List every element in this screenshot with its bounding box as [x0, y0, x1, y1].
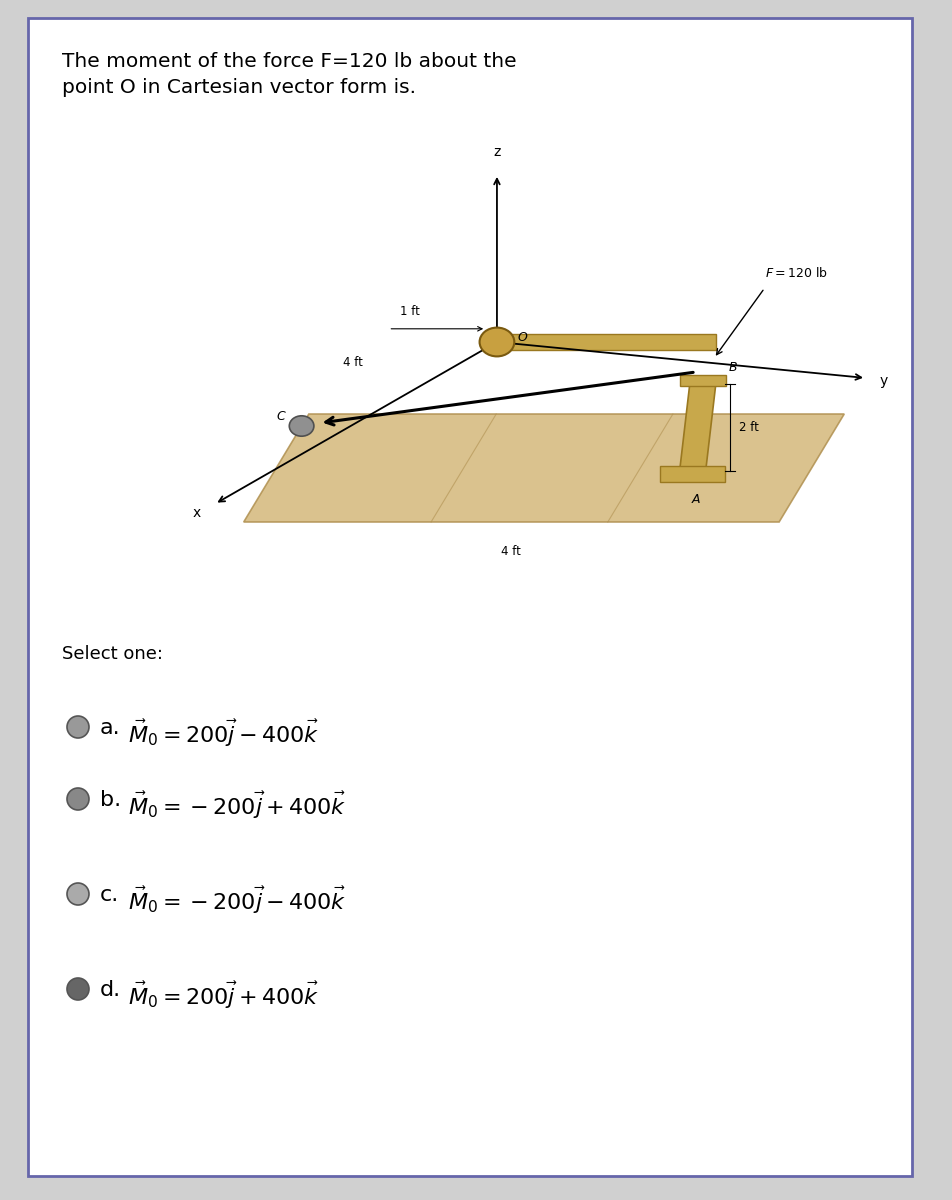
Text: $\vec{M}_0 = 200\vec{j} - 400\vec{k}$: $\vec{M}_0 = 200\vec{j} - 400\vec{k}$ [128, 718, 319, 749]
Circle shape [67, 883, 89, 905]
Text: O: O [517, 331, 527, 343]
Circle shape [67, 716, 89, 738]
Text: The moment of the force F=120 lb about the: The moment of the force F=120 lb about t… [62, 52, 517, 71]
Circle shape [67, 978, 89, 1000]
Text: B: B [728, 361, 737, 374]
Text: y: y [880, 374, 888, 388]
Text: $\vec{M}_0 = -200\vec{j} - 400\vec{k}$: $\vec{M}_0 = -200\vec{j} - 400\vec{k}$ [128, 886, 347, 916]
Text: point O in Cartesian vector form is.: point O in Cartesian vector form is. [62, 78, 416, 97]
Text: $\vec{M}_0 = -200\vec{j} + 400\vec{k}$: $\vec{M}_0 = -200\vec{j} + 400\vec{k}$ [128, 790, 347, 821]
Text: 4 ft: 4 ft [502, 545, 522, 558]
Text: 1 ft: 1 ft [400, 305, 420, 318]
Text: z: z [493, 145, 501, 158]
Text: c.: c. [100, 886, 119, 905]
Polygon shape [680, 382, 716, 474]
Text: 4 ft: 4 ft [344, 356, 363, 370]
Text: C: C [277, 410, 286, 424]
Circle shape [67, 788, 89, 810]
Polygon shape [681, 374, 726, 385]
Text: $\vec{M}_0 = 200\vec{j} + 400\vec{k}$: $\vec{M}_0 = 200\vec{j} + 400\vec{k}$ [128, 980, 319, 1012]
Text: Select one:: Select one: [62, 646, 163, 662]
Text: d.: d. [100, 980, 121, 1000]
Text: A: A [692, 493, 700, 506]
Polygon shape [660, 466, 724, 481]
Text: x: x [192, 506, 201, 520]
Text: $F = 120$ lb: $F = 120$ lb [764, 266, 827, 280]
Circle shape [480, 328, 514, 356]
FancyBboxPatch shape [28, 18, 912, 1176]
Text: 2 ft: 2 ft [740, 421, 759, 433]
Text: a.: a. [100, 718, 121, 738]
Circle shape [289, 415, 314, 437]
Text: b.: b. [100, 790, 121, 810]
Polygon shape [244, 414, 844, 522]
Polygon shape [493, 334, 716, 349]
